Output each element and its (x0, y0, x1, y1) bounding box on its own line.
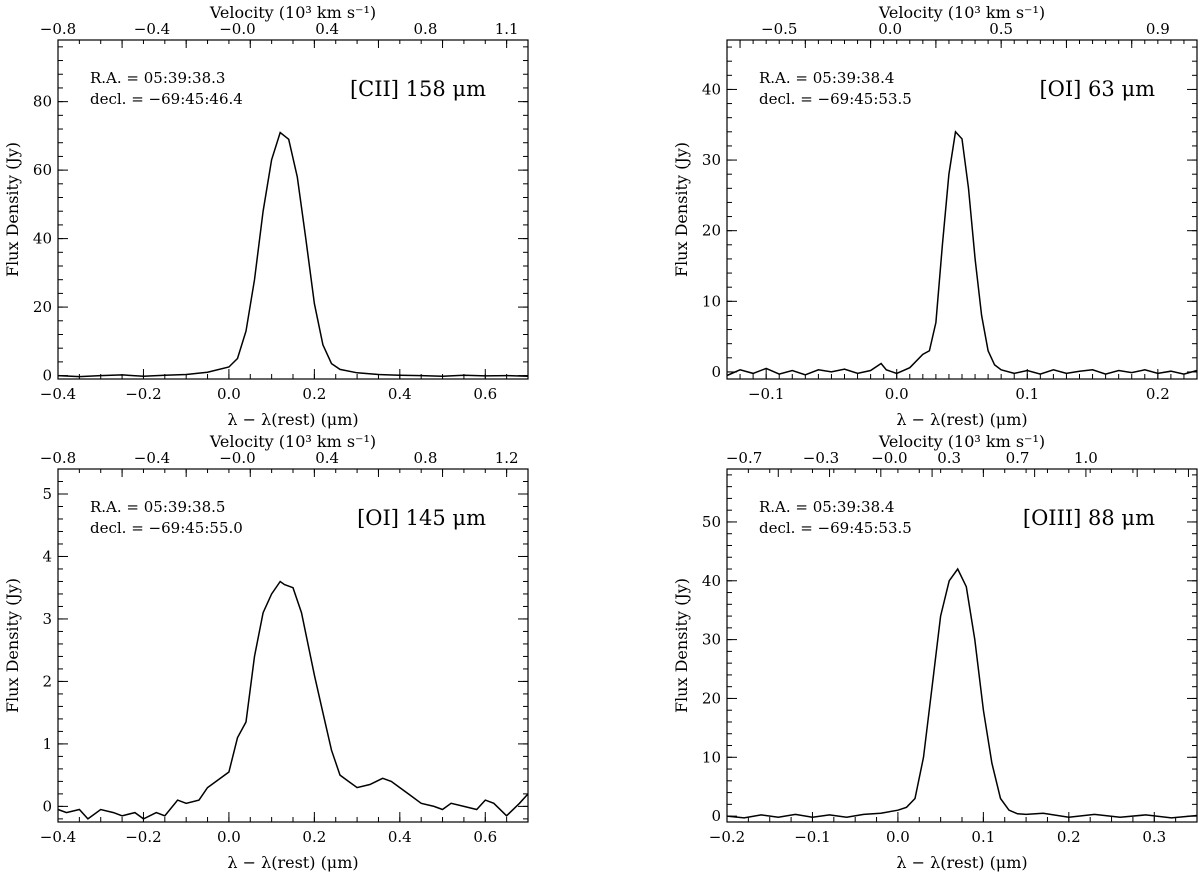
panel-oi-145: Velocity (10³ km s⁻¹) λ − λ(rest) (μm) R… (3, 432, 529, 872)
x-tick-label: 0.2 (302, 385, 326, 403)
top-axis-label: Velocity (10³ km s⁻¹) (209, 3, 376, 22)
top-axis-label: Velocity (10³ km s⁻¹) (209, 432, 376, 451)
top-tick-label: −0.4 (134, 20, 170, 38)
ra-text: R.A. = 05:39:38.5 (90, 498, 225, 516)
top-tick-label: 0.3 (937, 449, 961, 467)
x-tick-label: −0.2 (125, 385, 161, 403)
x-tick-label: 0.4 (388, 385, 412, 403)
top-tick-label: 0.7 (1006, 449, 1030, 467)
dec-text: decl. = −69:45:53.5 (759, 519, 912, 537)
top-tick-label: −0.4 (134, 449, 170, 467)
ra-text: R.A. = 05:39:38.3 (90, 69, 225, 87)
y-axis-label: Flux Density (Jy) (672, 578, 691, 713)
y-tick-label: 40 (702, 80, 721, 98)
x-axis-label: λ − λ(rest) (μm) (227, 410, 358, 429)
top-tick-label: 0.9 (1146, 20, 1170, 38)
y-tick-label: 40 (33, 230, 52, 248)
dec-text: decl. = −69:45:53.5 (759, 90, 912, 108)
y-axis-label: Flux Density (Jy) (3, 142, 22, 277)
x-tick-label: 0.0 (886, 828, 910, 846)
top-tick-label: 0.4 (315, 20, 339, 38)
top-tick-label: −0.0 (871, 449, 907, 467)
spectrum-line (57, 580, 529, 820)
y-tick-label: 1 (42, 735, 52, 753)
dec-text: decl. = −69:45:46.4 (90, 90, 243, 108)
y-tick-label: 5 (42, 485, 52, 503)
y-tick-label: 3 (42, 610, 52, 628)
y-axis-label: Flux Density (Jy) (3, 578, 22, 713)
y-tick-label: 0 (711, 807, 721, 825)
x-tick-label: −0.4 (40, 385, 76, 403)
x-tick-label: 0.2 (1057, 828, 1081, 846)
spectrum-line (726, 130, 1198, 377)
x-tick-label: 0.2 (1146, 385, 1170, 403)
x-axis-label: λ − λ(rest) (μm) (227, 853, 358, 872)
top-tick-label: −0.0 (219, 20, 255, 38)
panel-cii-158: Velocity (10³ km s⁻¹) λ − λ(rest) (μm) R… (3, 3, 529, 429)
x-tick-label: −0.1 (794, 828, 830, 846)
x-tick-label: −0.4 (40, 828, 76, 846)
top-tick-label: 1.1 (495, 20, 519, 38)
y-tick-label: 20 (702, 222, 721, 240)
y-tick-label: 40 (702, 572, 721, 590)
line-label: [OIII] 88 μm (1023, 506, 1155, 530)
x-tick-label: −0.2 (709, 828, 745, 846)
top-axis-label: Velocity (10³ km s⁻¹) (878, 432, 1045, 451)
top-axis-label: Velocity (10³ km s⁻¹) (878, 3, 1045, 22)
y-tick-label: 10 (702, 748, 721, 766)
y-tick-label: 50 (702, 513, 721, 531)
top-tick-label: 0.8 (414, 20, 438, 38)
panel-oi-63: Velocity (10³ km s⁻¹) λ − λ(rest) (μm) R… (672, 3, 1198, 429)
y-tick-label: 4 (42, 547, 52, 565)
y-tick-label: 30 (702, 151, 721, 169)
y-tick-label: 30 (702, 631, 721, 649)
y-tick-label: 20 (702, 689, 721, 707)
top-tick-label: 0.8 (414, 449, 438, 467)
line-label: [CII] 158 μm (350, 77, 486, 101)
x-tick-label: −0.1 (748, 385, 784, 403)
top-tick-label: −0.8 (40, 449, 76, 467)
y-tick-label: 0 (42, 367, 52, 385)
x-tick-label: 0.4 (388, 828, 412, 846)
top-tick-label: −0.0 (219, 449, 255, 467)
x-tick-label: 0.2 (302, 828, 326, 846)
x-tick-label: 0.3 (1142, 828, 1166, 846)
top-tick-label: 1.0 (1074, 449, 1098, 467)
top-tick-label: 0.4 (315, 449, 339, 467)
y-tick-label: 20 (33, 298, 52, 316)
y-tick-label: 10 (702, 292, 721, 310)
top-tick-label: −0.3 (803, 449, 839, 467)
x-tick-label: 0.1 (1015, 385, 1039, 403)
x-tick-label: 0.1 (971, 828, 995, 846)
x-tick-label: −0.2 (125, 828, 161, 846)
y-tick-label: 80 (33, 93, 52, 111)
y-tick-label: 0 (42, 797, 52, 815)
top-tick-label: −0.7 (726, 449, 762, 467)
x-axis-label: λ − λ(rest) (μm) (896, 410, 1027, 429)
ra-text: R.A. = 05:39:38.4 (759, 498, 894, 516)
x-tick-label: 0.0 (885, 385, 909, 403)
x-tick-label: 0.0 (217, 828, 241, 846)
y-tick-label: 0 (711, 363, 721, 381)
x-tick-label: 0.6 (473, 828, 497, 846)
x-tick-label: 0.6 (473, 385, 497, 403)
y-tick-label: 60 (33, 161, 52, 179)
x-axis-label: λ − λ(rest) (μm) (896, 853, 1027, 872)
top-tick-label: 0.5 (989, 20, 1013, 38)
top-tick-label: −0.8 (40, 20, 76, 38)
top-tick-label: 0.0 (878, 20, 902, 38)
line-label: [OI] 63 μm (1039, 77, 1155, 101)
top-tick-label: −0.5 (761, 20, 797, 38)
y-tick-label: 2 (42, 672, 52, 690)
panel-oiii-88: Velocity (10³ km s⁻¹) λ − λ(rest) (μm) R… (672, 432, 1198, 872)
x-tick-label: 0.0 (217, 385, 241, 403)
dec-text: decl. = −69:45:55.0 (90, 519, 243, 537)
y-axis-label: Flux Density (Jy) (672, 142, 691, 277)
spectrum-line (726, 567, 1198, 819)
top-tick-label: 1.2 (495, 449, 519, 467)
line-label: [OI] 145 μm (357, 506, 486, 530)
ra-text: R.A. = 05:39:38.4 (759, 69, 894, 87)
spectrum-line (57, 131, 529, 378)
